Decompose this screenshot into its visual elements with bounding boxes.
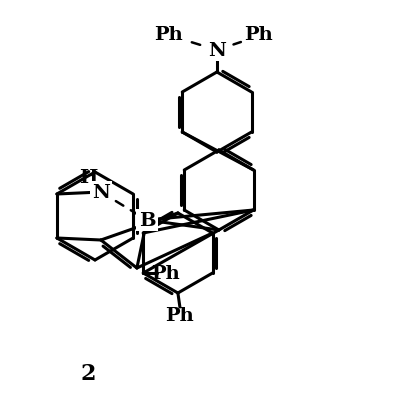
Text: B: B [138, 211, 155, 229]
Text: Ph: Ph [165, 306, 194, 324]
Text: Ph: Ph [150, 264, 179, 282]
Text: N: N [207, 42, 225, 60]
Text: N: N [92, 184, 109, 201]
Text: Ph: Ph [154, 26, 183, 44]
Text: H: H [78, 168, 97, 186]
Text: 2: 2 [80, 362, 95, 384]
Text: Ph: Ph [244, 26, 273, 44]
